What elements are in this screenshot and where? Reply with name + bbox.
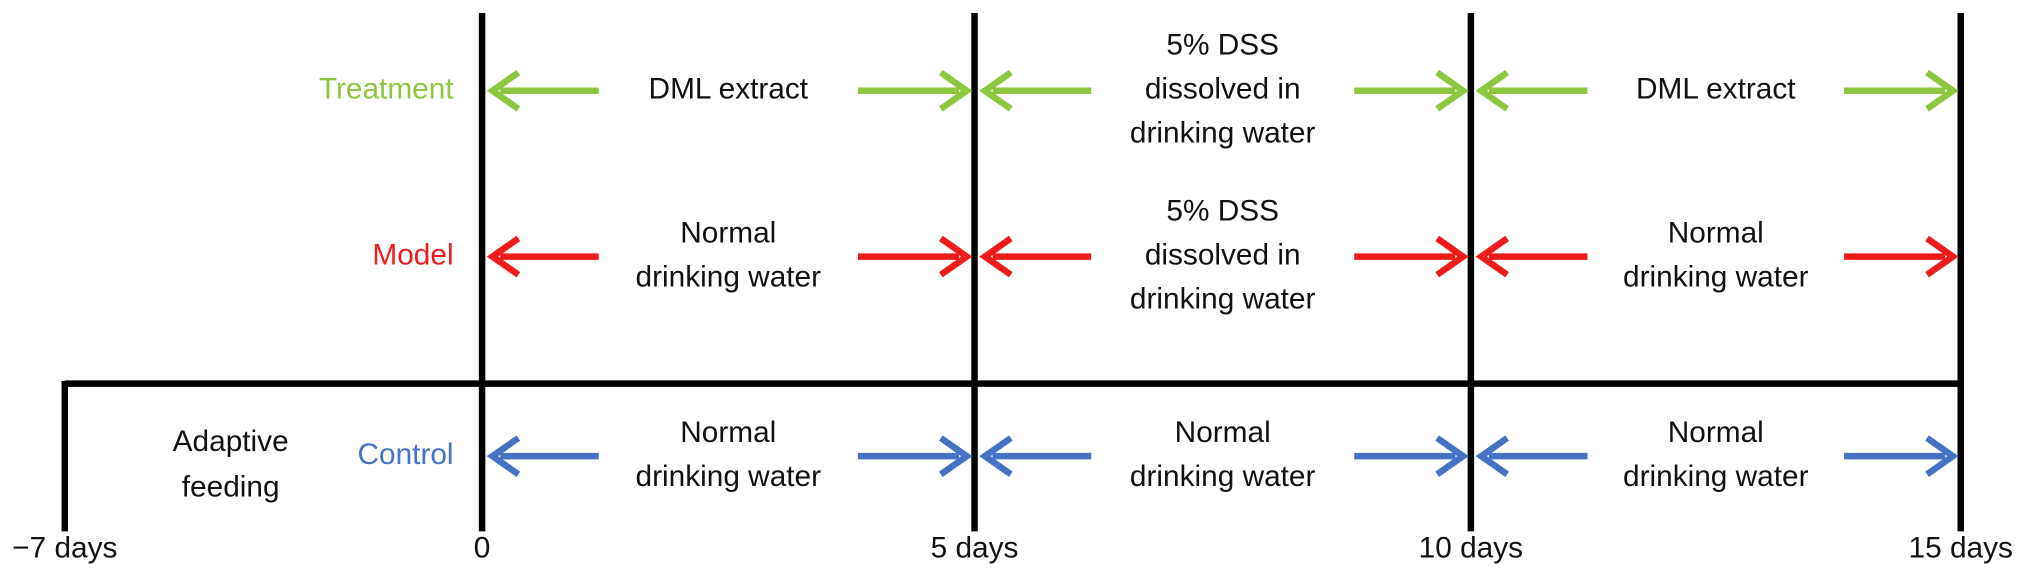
arrow-head xyxy=(938,69,973,112)
arrow-head xyxy=(979,235,1013,278)
group-label: Control xyxy=(358,438,454,471)
arrow-head xyxy=(938,235,973,278)
time-label: 10 days xyxy=(1419,531,1523,564)
period-text: drinking water xyxy=(636,261,822,294)
adaptive-text: feeding xyxy=(182,470,280,503)
time-label: 0 xyxy=(474,531,491,564)
arrow-head xyxy=(1475,235,1510,278)
arrow-head xyxy=(1925,435,1959,477)
period-text: drinking water xyxy=(1130,283,1316,316)
adaptive-text: Adaptive xyxy=(173,425,289,458)
period-text: dissolved in xyxy=(1145,73,1301,106)
arrow-head xyxy=(1475,69,1510,112)
arrow-head xyxy=(1925,235,1959,278)
period-text: Normal xyxy=(1668,416,1764,449)
group-label: Model xyxy=(372,238,453,271)
arrow-head xyxy=(486,435,521,477)
arrow-head xyxy=(486,69,521,112)
period-text: drinking water xyxy=(636,460,822,493)
period-text: 5% DSS xyxy=(1166,29,1279,62)
arrow-head xyxy=(1475,435,1510,477)
period-text: drinking water xyxy=(1130,117,1316,150)
period-text: drinking water xyxy=(1130,460,1316,493)
time-label: 15 days xyxy=(1909,531,2013,564)
arrow-head xyxy=(1435,69,1469,112)
arrow-head xyxy=(486,235,521,278)
period-text: dissolved in xyxy=(1145,238,1301,271)
period-text: Normal xyxy=(680,216,776,249)
group-label: Treatment xyxy=(319,73,454,106)
period-text: Normal xyxy=(1175,416,1271,449)
arrow-head xyxy=(979,435,1013,477)
time-label: 5 days xyxy=(931,531,1019,564)
period-text: Normal xyxy=(1668,216,1764,249)
arrow-head xyxy=(1925,69,1959,112)
period-text: 5% DSS xyxy=(1166,194,1279,227)
period-text: DML extract xyxy=(1636,73,1796,106)
period-text: Normal xyxy=(680,416,776,449)
period-text: drinking water xyxy=(1623,460,1809,493)
period-text: drinking water xyxy=(1623,261,1809,294)
arrow-head xyxy=(1435,235,1469,278)
arrow-head xyxy=(1435,435,1469,477)
arrow-head xyxy=(979,69,1013,112)
time-label: −7 days xyxy=(12,531,117,564)
period-text: DML extract xyxy=(649,73,809,106)
arrow-head xyxy=(938,435,973,477)
